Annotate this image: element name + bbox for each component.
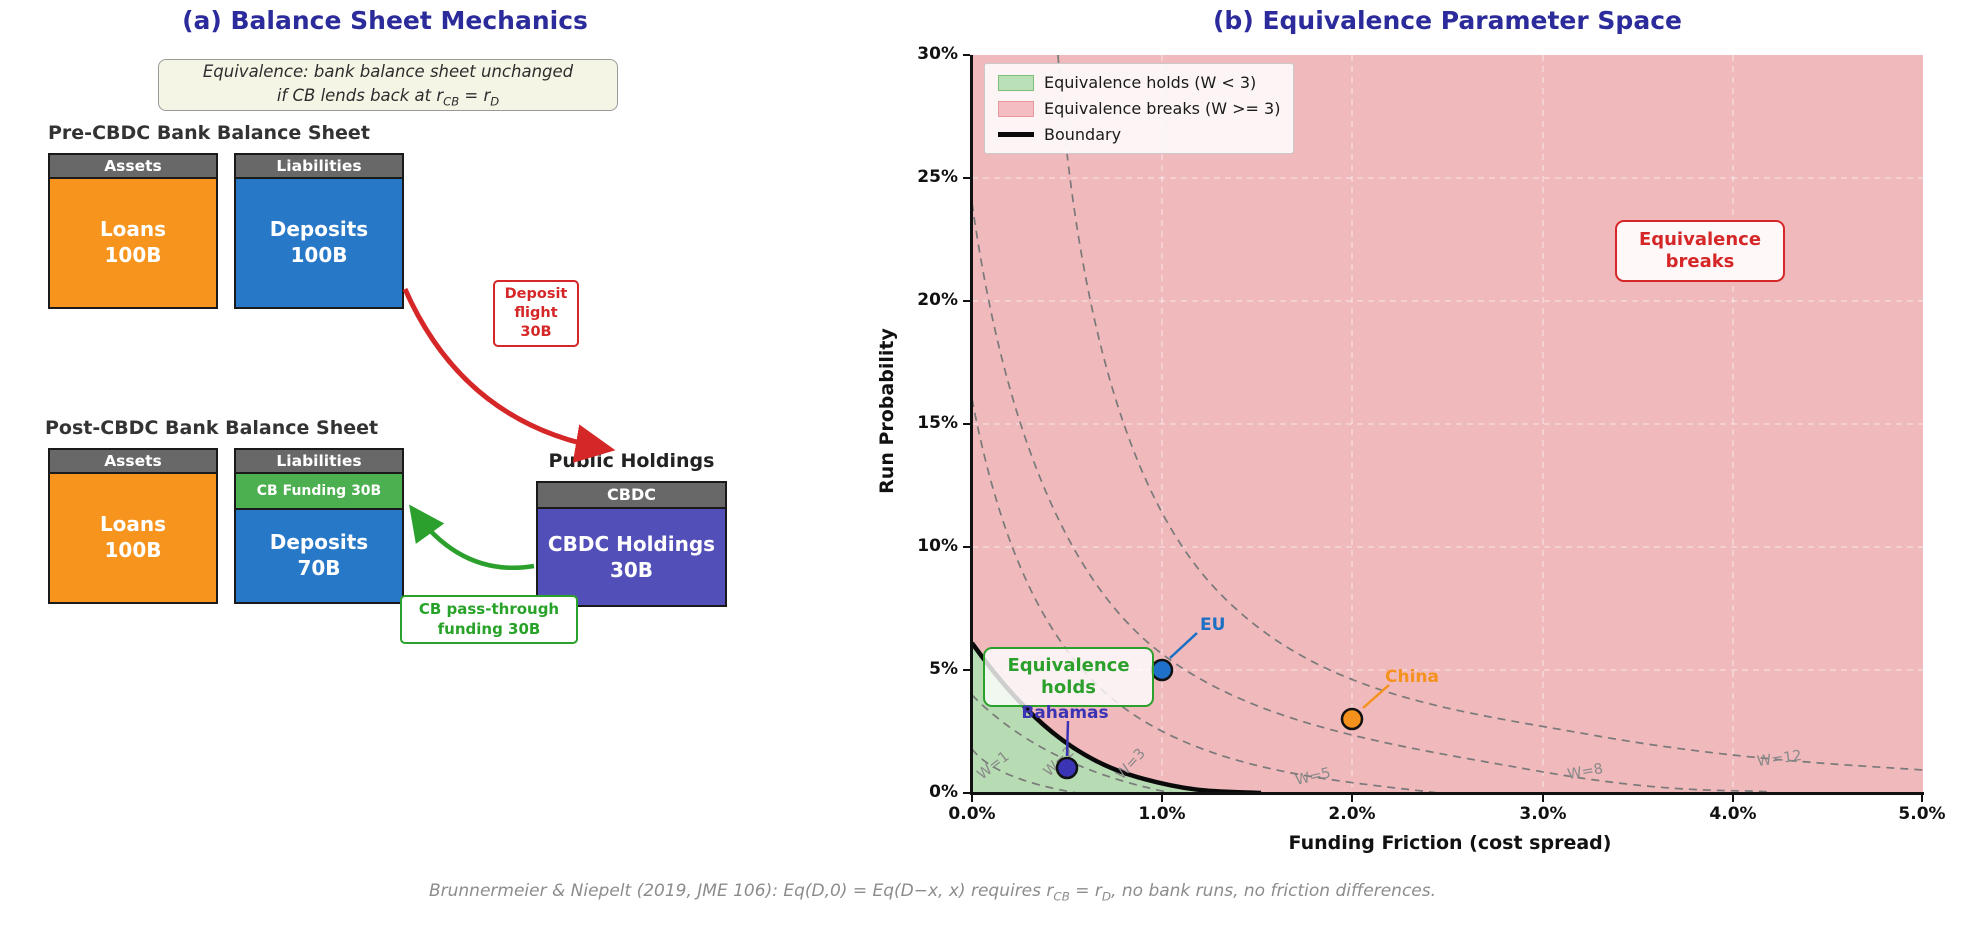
equivalence-note-box: Equivalence: bank balance sheet unchange… <box>158 59 618 111</box>
holds-annotation-box: Equivalence holds <box>983 647 1154 707</box>
pre-liabilities-box: Liabilities Deposits 100B <box>234 153 404 309</box>
legend-row-boundary: Boundary <box>998 125 1280 144</box>
china-label: China <box>1385 667 1439 687</box>
y-tick-15 <box>963 423 970 425</box>
pre-cbdc-heading: Pre-CBDC Bank Balance Sheet <box>48 122 370 144</box>
x-tick-5 <box>1921 795 1923 802</box>
x-tick-1 <box>1161 795 1163 802</box>
breaks-swatch <box>998 100 1034 117</box>
contour-w5 <box>972 398 1439 793</box>
x-tick-3 <box>1542 795 1544 802</box>
y-axis-spine <box>970 55 973 795</box>
bahamas-pointer-line <box>1065 720 1070 757</box>
y-tick-10 <box>963 546 970 548</box>
post-cbdc-heading: Post-CBDC Bank Balance Sheet <box>45 417 379 439</box>
boundary-swatch <box>998 132 1034 137</box>
x-tick-4 <box>1732 795 1734 802</box>
contour-label-w5: W=5 <box>1294 765 1332 789</box>
contour-label-w12: W=12 <box>1756 748 1803 770</box>
eu-point <box>1150 658 1174 682</box>
cbdc-box: CBDC CBDC Holdings 30B <box>536 481 727 607</box>
holds-region <box>972 643 1261 793</box>
x-tick-2 <box>1351 795 1353 802</box>
y-tick-label-5: 5% <box>929 659 958 679</box>
cbdc-header: CBDC <box>538 483 725 509</box>
legend-breaks-label: Equivalence breaks (W >= 3) <box>1044 99 1281 118</box>
y-tick-label-15: 15% <box>917 413 958 433</box>
post-liabilities-box: Liabilities CB Funding 30B Deposits 70B <box>234 448 404 604</box>
x-tick-0 <box>971 795 973 802</box>
cb-funding-arrow <box>409 504 535 571</box>
y-tick-25 <box>963 177 970 179</box>
deposit-flight-arrow <box>402 287 616 463</box>
x-tick-label-4: 4.0% <box>1709 804 1757 824</box>
x-tick-label-0: 0.0% <box>948 804 996 824</box>
x-tick-label-2: 2.0% <box>1328 804 1376 824</box>
legend-row-holds: Equivalence holds (W < 3) <box>998 73 1280 92</box>
panel-a-arrows <box>402 287 616 571</box>
panel-b-title: (b) Equivalence Parameter Space <box>1213 6 1682 35</box>
post-assets-box: Assets Loans 100B <box>48 448 218 604</box>
loans-100-label: Loans 100B <box>99 217 167 267</box>
contour-w8 <box>972 202 1773 793</box>
liabilities-header: Liabilities <box>236 155 402 179</box>
china-pointer-line <box>1362 684 1390 709</box>
y-tick-0 <box>963 792 970 794</box>
y-axis-label: Run Probability <box>876 328 898 494</box>
legend-holds-label: Equivalence holds (W < 3) <box>1044 73 1257 92</box>
y-tick-label-30: 30% <box>917 44 958 64</box>
liabilities-header-2: Liabilities <box>236 450 402 474</box>
cb-funding-segment: CB Funding 30B <box>236 474 402 510</box>
pre-assets-box: Assets Loans 100B <box>48 153 218 309</box>
contour-w12 <box>1057 55 1923 771</box>
loans-100-label-2: Loans 100B <box>99 512 167 562</box>
x-tick-label-5: 5.0% <box>1898 804 1946 824</box>
contour-w1 <box>972 748 1078 793</box>
bahamas-label: Bahamas <box>1021 703 1109 723</box>
legend-row-breaks: Equivalence breaks (W >= 3) <box>998 99 1280 118</box>
footnote: Brunnermeier & Niepelt (2019, JME 106): … <box>428 881 1437 904</box>
y-tick-5 <box>963 669 970 671</box>
eu-pointer-line <box>1169 632 1198 659</box>
assets-header: Assets <box>50 155 216 179</box>
y-tick-label-10: 10% <box>917 536 958 556</box>
x-tick-label-1: 1.0% <box>1138 804 1186 824</box>
breaks-annotation-box: Equivalence breaks <box>1615 220 1785 282</box>
plot-area: W=1 W=2 W=3 W=5 W=8 W=12 Equivalence hol… <box>972 55 1923 793</box>
deposit-flight-label: Deposit flight 30B <box>493 280 579 347</box>
contour-label-w8: W=8 <box>1566 761 1604 783</box>
legend: Equivalence holds (W < 3) Equivalence br… <box>984 63 1295 154</box>
bahamas-point <box>1055 756 1079 780</box>
deposits-100-label: Deposits 100B <box>269 217 369 267</box>
equivalence-note-line2: if CB lends back at rCB = rD <box>276 85 500 109</box>
y-tick-label-25: 25% <box>917 167 958 187</box>
contour-w2 <box>972 694 1173 793</box>
china-point <box>1340 707 1364 731</box>
x-axis-label: Funding Friction (cost spread) <box>1288 832 1612 854</box>
x-tick-label-3: 3.0% <box>1519 804 1567 824</box>
cb-passthrough-label: CB pass-through funding 30B <box>400 595 578 644</box>
panel-a-title: (a) Balance Sheet Mechanics <box>182 6 588 35</box>
x-axis-spine <box>970 792 1924 795</box>
deposits-70-label: Deposits 70B <box>269 530 369 580</box>
legend-boundary-label: Boundary <box>1044 125 1122 144</box>
y-tick-20 <box>963 300 970 302</box>
y-tick-label-20: 20% <box>917 290 958 310</box>
y-tick-30 <box>963 54 970 56</box>
eu-label: EU <box>1200 615 1226 635</box>
cbdc-holdings-label: CBDC Holdings 30B <box>547 532 716 582</box>
assets-header-2: Assets <box>50 450 216 474</box>
holds-swatch <box>998 74 1034 91</box>
equivalence-note-line1: Equivalence: bank balance sheet unchange… <box>202 62 574 82</box>
y-tick-label-0: 0% <box>929 782 958 802</box>
